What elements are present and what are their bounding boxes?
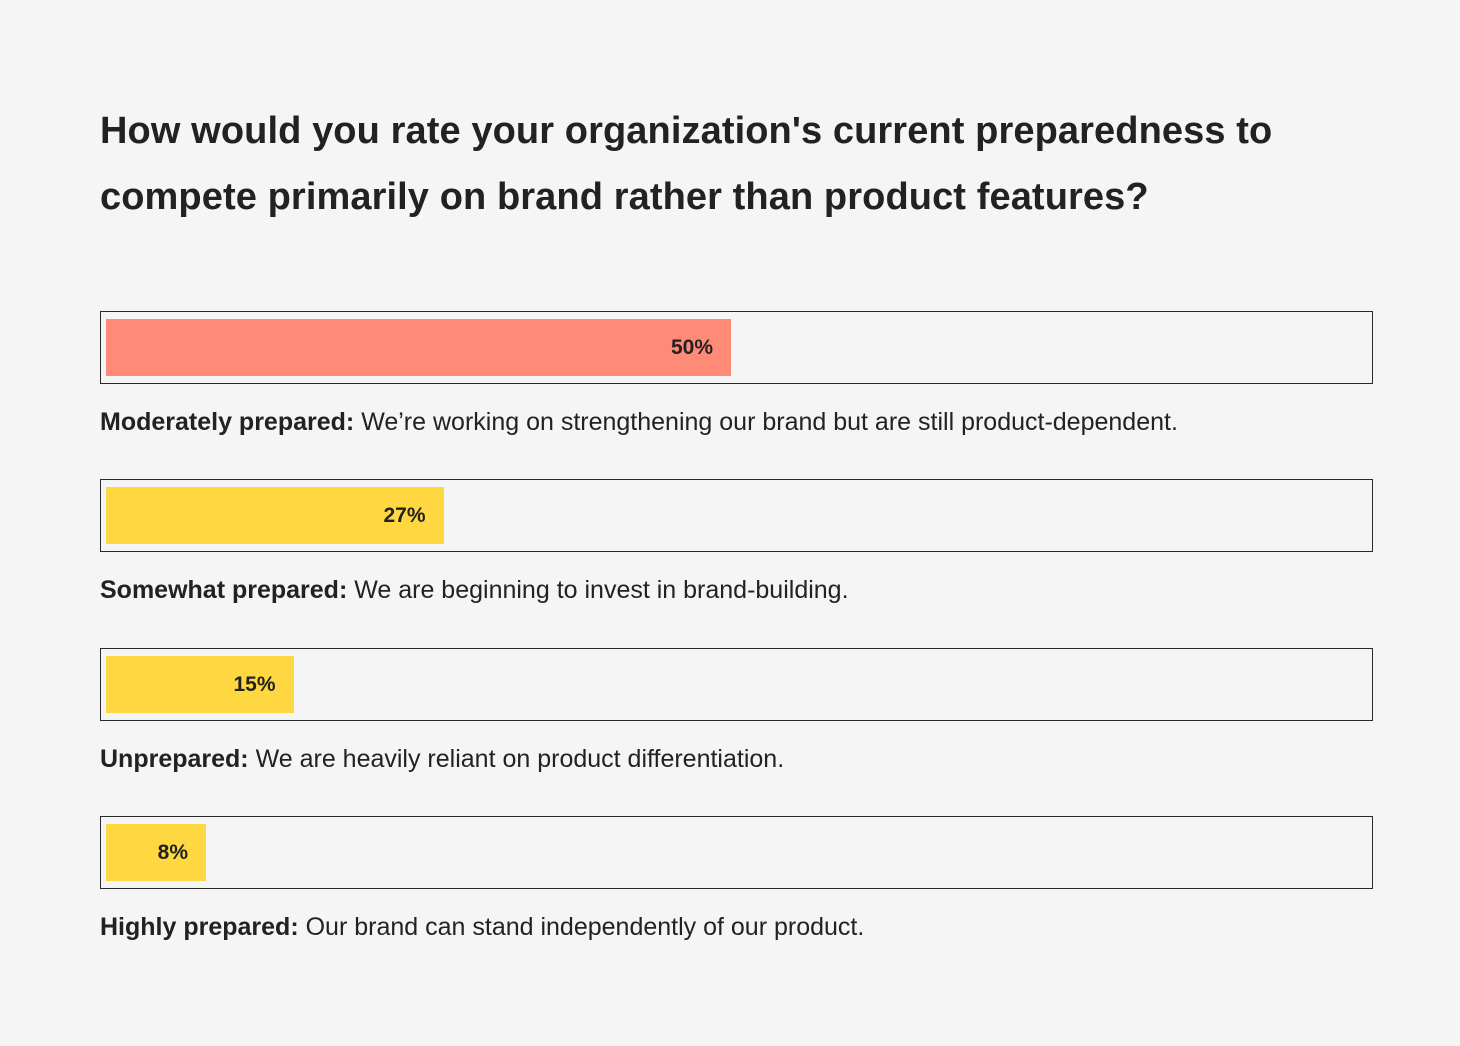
chart: How would you rate your organization's c… bbox=[100, 0, 1373, 1046]
bar-row-somewhat-prepared: 27% Somewhat prepared: We are beginning … bbox=[100, 479, 1373, 606]
bar-track: 15% bbox=[100, 648, 1373, 721]
bar-description: Moderately prepared: We’re working on st… bbox=[100, 406, 1373, 438]
bar-row-unprepared: 15% Unprepared: We are heavily reliant o… bbox=[100, 648, 1373, 775]
bar-value-label: 8% bbox=[157, 840, 188, 864]
bar-description: Somewhat prepared: We are beginning to i… bbox=[100, 574, 1373, 606]
category-label: Somewhat prepared: bbox=[100, 576, 348, 604]
bar-row-moderately-prepared: 50% Moderately prepared: We’re working o… bbox=[100, 311, 1373, 438]
bar-unprepared: 15% bbox=[106, 656, 294, 713]
category-label: Unprepared: bbox=[100, 745, 249, 773]
category-description: We’re working on strengthening our brand… bbox=[361, 408, 1178, 436]
bar-value-label: 27% bbox=[383, 503, 426, 527]
bar-row-highly-prepared: 8% Highly prepared: Our brand can stand … bbox=[100, 816, 1373, 943]
category-description: We are heavily reliant on product differ… bbox=[255, 745, 785, 773]
bar-description: Highly prepared: Our brand can stand ind… bbox=[100, 911, 1373, 943]
category-label: Moderately prepared: bbox=[100, 408, 355, 436]
bar-description: Unprepared: We are heavily reliant on pr… bbox=[100, 743, 1373, 775]
category-label: Highly prepared: bbox=[100, 913, 299, 941]
bar-value-label: 15% bbox=[233, 672, 276, 696]
bar-highly-prepared: 8% bbox=[106, 824, 206, 881]
bar-track: 27% bbox=[100, 479, 1373, 552]
bar-value-label: 50% bbox=[670, 335, 713, 359]
bar-track: 50% bbox=[100, 311, 1373, 384]
category-description: We are beginning to invest in brand-buil… bbox=[354, 576, 849, 604]
chart-title: How would you rate your organization's c… bbox=[100, 110, 1273, 218]
category-description: Our brand can stand independently of our… bbox=[305, 913, 865, 941]
bar-somewhat-prepared: 27% bbox=[106, 487, 444, 544]
bar-track: 8% bbox=[100, 816, 1373, 889]
bar-moderately-prepared: 50% bbox=[106, 319, 731, 376]
